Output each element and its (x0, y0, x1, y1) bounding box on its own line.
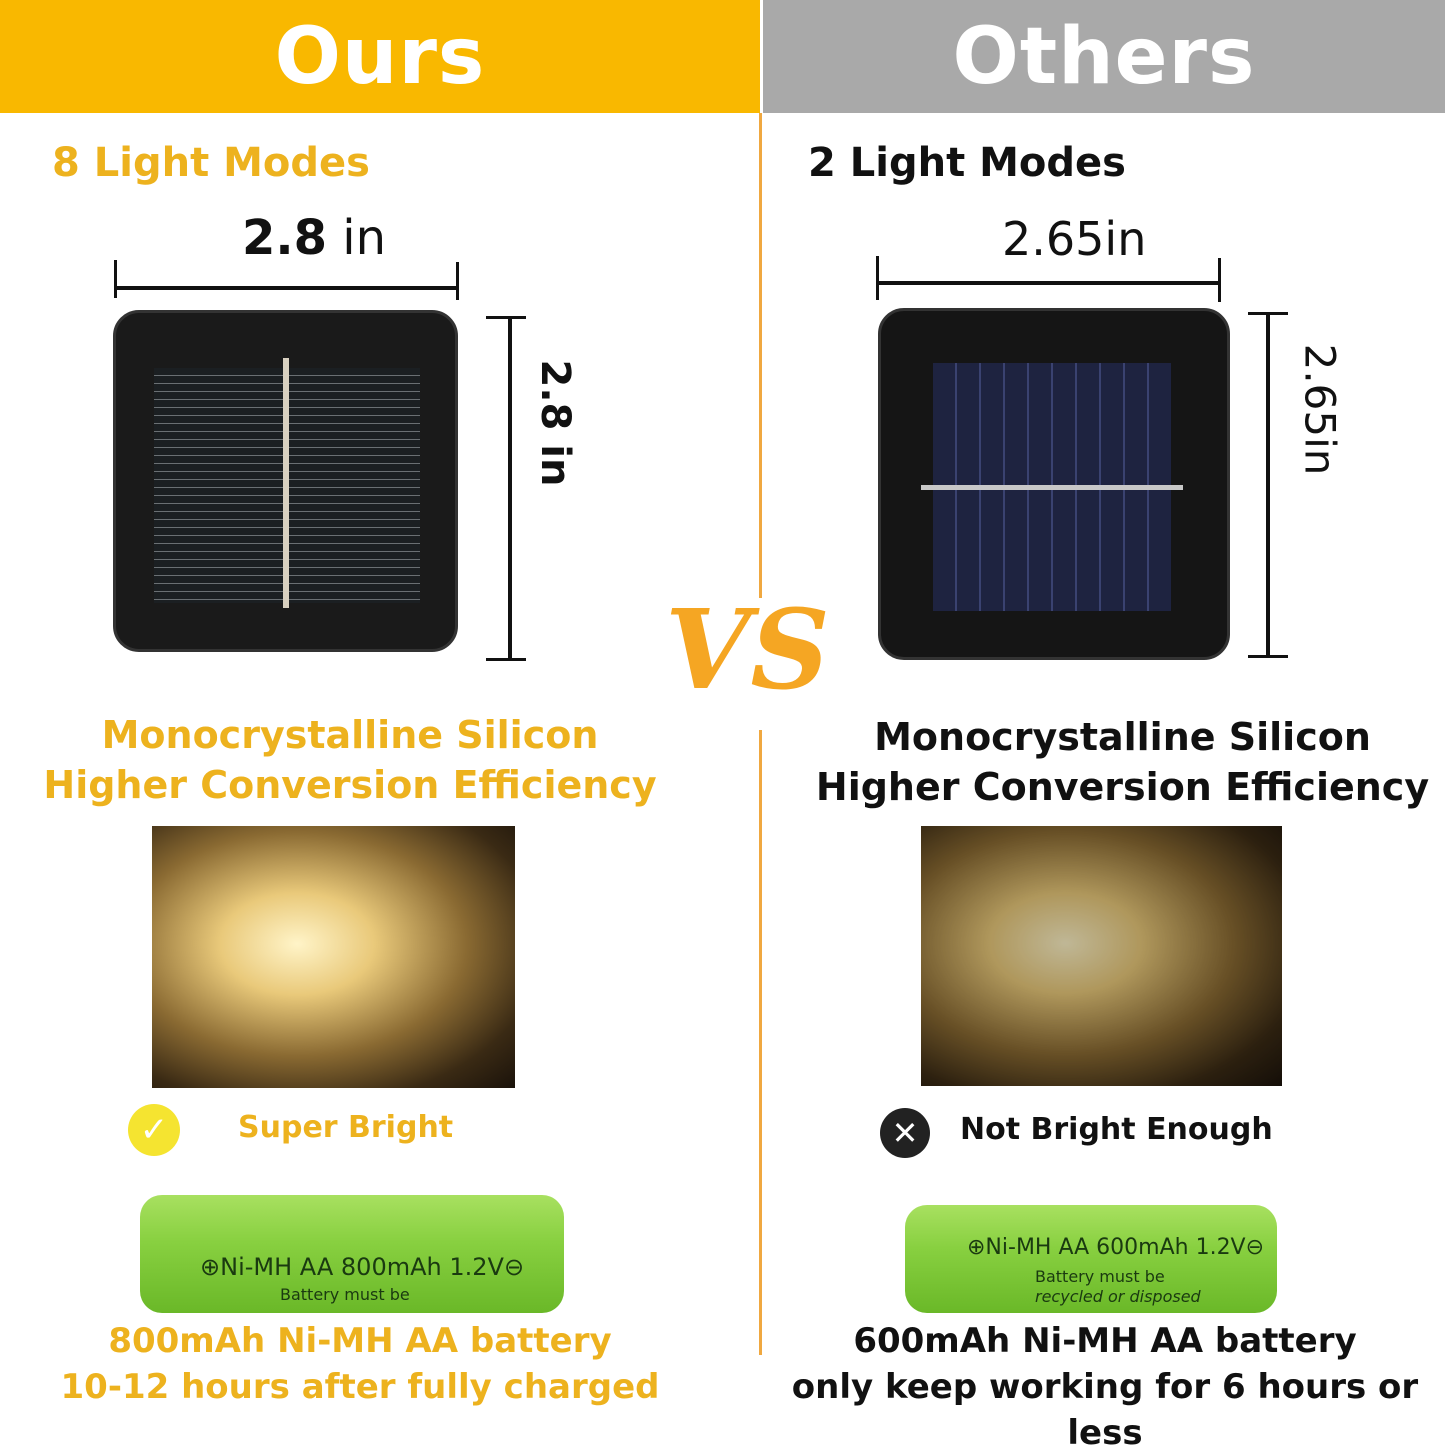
ours-silicon: Monocrystalline Silicon Higher Conversio… (40, 710, 660, 810)
dimension-tick (486, 658, 526, 661)
ours-battery-line2: 10-12 hours after fully charged (60, 1367, 660, 1407)
divider-bottom (759, 730, 762, 1355)
others-battery-small: Battery must be (1035, 1267, 1165, 1286)
others-solar-panel (878, 308, 1230, 660)
ours-battery-line1: 800mAh Ni-MH AA battery (108, 1321, 612, 1361)
ours-light-modes: 8 Light Modes (52, 140, 370, 186)
others-battery-image: ⊕Ni-MH AA 600mAh 1.2V⊖ Battery must be r… (905, 1205, 1277, 1313)
ours-brightness: Super Bright (238, 1110, 454, 1145)
ours-silicon-line2: Higher Conversion Efficiency (43, 763, 657, 807)
dimension-tick (1248, 655, 1288, 658)
check-circle-icon: ✓ (128, 1104, 180, 1156)
others-silicon-line1: Monocrystalline Silicon (874, 715, 1371, 759)
dimension-tick (456, 262, 459, 300)
divider-top (759, 113, 762, 598)
dimension-tick (1218, 258, 1221, 302)
others-height-dimension-line (1266, 312, 1270, 657)
others-string-lights-photo (921, 826, 1282, 1086)
dimension-tick (1248, 312, 1288, 315)
others-light-modes: 2 Light Modes (808, 140, 1126, 186)
ours-battery-small: Battery must be (280, 1285, 410, 1304)
others-width-dimension-line (878, 281, 1220, 285)
others-battery-line2: only keep working for 6 hours or less (791, 1367, 1419, 1453)
ours-string-lights-photo (152, 826, 515, 1088)
others-battery-line1: 600mAh Ni-MH AA battery (853, 1321, 1357, 1361)
ours-height-dimension-line (508, 316, 512, 661)
ours-width-value: 2.8 (242, 210, 328, 266)
dimension-tick (486, 316, 526, 319)
vs-label: VS (665, 585, 830, 714)
others-battery-label: ⊕Ni-MH AA 600mAh 1.2V⊖ (967, 1235, 1265, 1260)
ours-width-unit: in (342, 210, 387, 266)
others-battery-text: 600mAh Ni-MH AA battery only keep workin… (770, 1318, 1440, 1456)
ours-width-dimension-line (116, 286, 458, 290)
dimension-tick (114, 260, 117, 298)
ours-width-label: 2.8 in (242, 210, 386, 266)
ours-silicon-line1: Monocrystalline Silicon (101, 713, 599, 757)
dimension-tick (876, 256, 879, 300)
others-height-label: 2.65in (1295, 343, 1345, 476)
ours-battery-image: ⊕Ni-MH AA 800mAh 1.2V⊖ Battery must be (140, 1195, 564, 1313)
others-brightness: Not Bright Enough (960, 1112, 1273, 1147)
ours-battery-label: ⊕Ni-MH AA 800mAh 1.2V⊖ (200, 1253, 525, 1281)
ours-header: Ours (0, 0, 760, 113)
others-header: Others (763, 0, 1445, 113)
others-silicon-line2: Higher Conversion Efficiency (815, 765, 1430, 809)
others-width-label: 2.65in (1002, 212, 1147, 266)
others-silicon: Monocrystalline Silicon Higher Conversio… (800, 712, 1445, 812)
ours-solar-panel (113, 310, 458, 652)
x-circle-icon: ✕ (880, 1108, 930, 1158)
ours-battery-text: 800mAh Ni-MH AA battery 10-12 hours afte… (40, 1318, 680, 1410)
others-battery-small2: recycled or disposed (1035, 1287, 1201, 1306)
ours-height-label: 2.8 in (532, 359, 578, 487)
